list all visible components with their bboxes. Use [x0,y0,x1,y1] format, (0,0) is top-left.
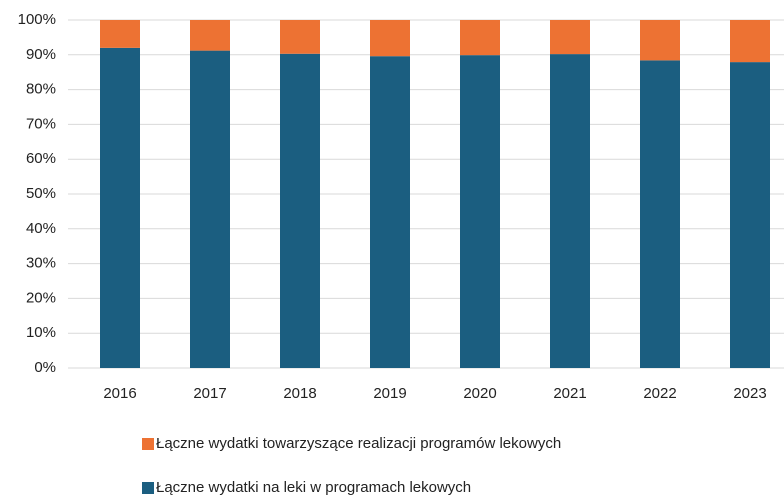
bar-segment [190,50,230,369]
y-tick-label: 100% [18,11,56,28]
y-tick-label: 80% [26,81,56,98]
bar-segment [100,20,140,48]
y-tick-label: 30% [26,255,56,272]
legend-label: Łączne wydatki towarzyszące realizacji p… [156,435,561,452]
y-tick-label: 10% [26,324,56,341]
x-tick-label: 2022 [643,385,676,402]
bar-segment [280,53,320,368]
legend-label: Łączne wydatki na leki w programach leko… [156,479,471,496]
x-tick-label: 2020 [463,385,496,402]
y-tick-label: 60% [26,150,56,167]
x-tick-label: 2016 [103,385,136,402]
y-tick-label: 0% [34,359,56,376]
bar-segment [640,20,680,61]
bar-segment [100,47,140,369]
y-tick-label: 90% [26,46,56,63]
x-tick-label: 2023 [733,385,766,402]
bar-segment [370,20,410,57]
legend-swatch [142,482,154,494]
bar-segment [730,20,770,63]
y-tick-label: 70% [26,115,56,132]
bar-segment [280,20,320,54]
bar-segment [550,54,590,368]
y-tick-label: 20% [26,289,56,306]
x-tick-label: 2018 [283,385,316,402]
bar-segment [640,60,680,368]
bar-segment [730,62,770,368]
y-tick-label: 50% [26,185,56,202]
bar-segment [460,20,500,56]
bar-segment [550,20,590,55]
bar-segment [460,55,500,368]
y-tick-label: 40% [26,220,56,237]
x-tick-label: 2019 [373,385,406,402]
x-tick-label: 2017 [193,385,226,402]
bar-segment [190,20,230,51]
legend-swatch [142,438,154,450]
x-tick-label: 2021 [553,385,586,402]
bar-segment [370,56,410,368]
